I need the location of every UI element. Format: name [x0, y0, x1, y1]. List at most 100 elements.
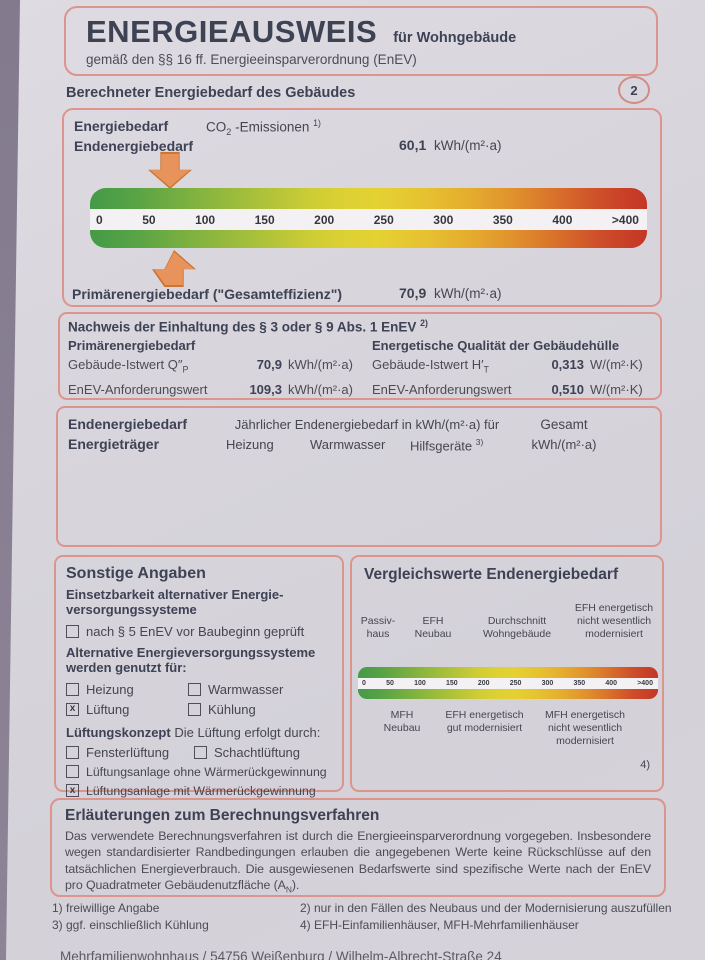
scale-tick: 250 — [509, 680, 522, 687]
section-heading: Berechneter Energiebedarf des Gebäudes — [66, 85, 356, 101]
document-subtitle: für Wohngebäude — [393, 30, 517, 46]
an-subscript: N — [285, 884, 292, 895]
compliance-box: Nachweis der Einhaltung des § 3 oder § 9… — [58, 312, 662, 400]
checkbox-label: nach § 5 EnEV vor Baubeginn geprüft — [86, 623, 305, 639]
table-row: EnEV-Anforderungswert 0,510 W/(m²·K) — [372, 382, 656, 397]
table-row: EnEV-Anforderungswert 109,3 kWh/(m²·a) — [68, 382, 362, 397]
checkbox-label: Warmwasser — [208, 681, 284, 697]
checkbox-fensterlueftung — [66, 745, 79, 759]
scale-tick: 200 — [477, 680, 490, 687]
alt-energy-systems-heading: Alternative Energieversorgungssysteme wer… — [66, 644, 316, 675]
table-row: Gebäude-Istwert Q″P 70,9 kWh/(m²·a) — [68, 357, 362, 375]
comparison-label-mfh-nicht-modernisiert: MFH energetisch nicht wesentlich moderni… — [545, 709, 625, 747]
demand-label-bottom: Endenergiebedarf — [74, 138, 194, 154]
ventilation-concept-line: Lüftungskonzept Die Lüftung erfolgt durc… — [66, 724, 321, 740]
envelope-quality-col-heading: Energetische Qualität der Gebäudehülle — [372, 338, 620, 353]
scale-tick: 100 — [195, 212, 216, 227]
checkbox-label: Heizung — [86, 681, 134, 697]
scale-tick: 50 — [386, 680, 394, 687]
demand-label-top: Energiebedarf — [74, 118, 169, 134]
co2-subscript: 2 — [226, 127, 232, 138]
footnote-2: 2) nur in den Fällen des Neubaus und der… — [300, 901, 672, 915]
footnote-ref-4: 4) — [640, 759, 650, 771]
scale-tick: 200 — [314, 212, 335, 227]
checkbox-label: Lüftungsanlage ohne Wärmerückgewinnung — [86, 764, 327, 779]
co2-emissions-label: CO2 -Emissionen 1) — [206, 118, 321, 138]
checkbox-row-warmwasser: Warmwasser — [188, 682, 332, 697]
energy-demand-box: Energiebedarf CO2 -Emissionen 1) Endener… — [62, 108, 662, 307]
comparison-values-box: Vergleichswerte Endenergiebedarf Passiv-… — [350, 555, 664, 792]
requirement-unit: W/(m²·K) — [590, 381, 643, 397]
comparison-label-durchschnitt: Durchschnitt Wohngebäude — [482, 615, 552, 640]
scale-tick: 350 — [492, 212, 513, 227]
building-address-footer: Mehrfamilienwohnhaus / 54756 Weißenburg … — [60, 949, 502, 960]
checkbox-row-anlage-mit: x Lüftungsanlage mit Wärmerückgewinnung — [66, 784, 332, 798]
scale-tick: 300 — [433, 212, 454, 227]
actual-value: 0,313 — [551, 357, 584, 372]
footnote-3: 3) ggf. einschließlich Kühlung — [52, 918, 209, 932]
checkbox-baubeginn — [66, 624, 79, 638]
checkbox-label: Lüftungsanlage mit Wärmerückgewinnung — [86, 783, 316, 798]
document-title: ENERGIEAUSWEIS — [86, 14, 378, 49]
checkbox-row-baubeginn: nach § 5 EnEV vor Baubeginn geprüft — [66, 624, 332, 639]
checkbox-label: Kühlung — [208, 701, 256, 717]
checkbox-label: Fensterlüftung — [86, 744, 170, 760]
primary-energy-marker-arrow-icon — [152, 250, 196, 287]
law-reference-line: gemäß den §§ 16 ff. Energieeinsparverord… — [86, 52, 417, 67]
checkbox-lueftung: x — [66, 702, 79, 716]
energy-carrier-heading: Energieträger — [68, 436, 160, 452]
alt-energy-usability-heading: Einsetzbarkeit alternativer Energie-vers… — [66, 587, 284, 617]
requirement-label: EnEV-Anforderungswert — [68, 381, 208, 397]
energy-scale-ticks: 0 50 100 150 200 250 300 350 400 >400 — [90, 209, 647, 230]
checkbox-anlage-ohne — [66, 765, 79, 779]
other-info-heading: Sonstige Angaben — [66, 565, 206, 582]
comparison-label-efh-neubau: EFH Neubau — [414, 615, 452, 640]
scale-tick: 50 — [142, 212, 156, 227]
explanations-box: Erläuterungen zum Berechnungsverfahren D… — [50, 798, 666, 897]
col-header-total: Gesamt — [540, 417, 588, 432]
scale-tick: 300 — [541, 680, 554, 687]
comparison-scale-ticks: 0 50 100 150 200 250 300 350 400 >400 — [358, 678, 658, 689]
checkbox-warmwasser — [188, 682, 201, 696]
scale-tick: 150 — [445, 680, 458, 687]
end-energy-marker-arrow-icon — [148, 152, 192, 189]
scale-tick: >400 — [611, 212, 639, 227]
requirement-label: EnEV-Anforderungswert — [372, 381, 512, 397]
final-energy-heading: Endenergiebedarf — [68, 416, 188, 432]
primary-energy-label: Primärenergiebedarf ("Gesamteffizienz") — [72, 286, 343, 302]
footnote-ref-2: 2) — [420, 318, 428, 328]
actual-value-label: Gebäude-Istwert H′T — [372, 357, 489, 375]
checkbox-kuehlung — [188, 702, 201, 716]
scale-tick: 350 — [573, 680, 586, 687]
header-box: ENERGIEAUSWEIS für Wohngebäude gemäß den… — [64, 6, 658, 76]
comparison-label-mfh-neubau: MFH Neubau — [383, 709, 421, 734]
col-header-hot-water: Warmwasser — [310, 437, 386, 452]
scale-tick: 0 — [96, 212, 103, 227]
page-number: 2 — [630, 82, 638, 98]
checkbox-label: Schachtlüftung — [214, 744, 301, 760]
checkbox-row-anlage-ohne: Lüftungsanlage ohne Wärmerückgewinnung — [66, 765, 332, 779]
comparison-label-passivhaus: Passiv- haus — [360, 615, 396, 640]
page-number-badge: 2 — [618, 76, 650, 104]
explanations-text: Das verwendete Berechnungsverfahren ist … — [65, 829, 651, 895]
checkbox-row-lueftung: x Lüftung — [66, 702, 188, 717]
annual-demand-header: Jährlicher Endenergiebedarf in kWh/(m²·a… — [234, 417, 500, 432]
scale-tick: 250 — [373, 212, 394, 227]
checkbox-heizung — [66, 682, 79, 696]
scale-tick: 0 — [362, 680, 366, 687]
checkbox-row-fensterlueftung: Fensterlüftung — [66, 745, 194, 760]
requirement-value: 109,3 — [249, 381, 282, 397]
other-information-box: Sonstige Angaben Einsetzbarkeit alternat… — [54, 555, 344, 798]
checkbox-row-kuehlung: Kühlung — [188, 702, 332, 717]
paper-edge-shadow — [0, 0, 20, 960]
comparison-label-efh-gut-modernisiert: EFH energetisch gut modernisiert — [445, 709, 524, 734]
comparison-scale-bar: 0 50 100 150 200 250 300 350 400 >400 — [358, 667, 658, 699]
end-energy-value: 60,1 kWh/(m²·a) — [399, 137, 502, 153]
actual-value-unit: kWh/(m²·a) — [288, 357, 353, 372]
scale-tick: 150 — [254, 212, 275, 227]
compliance-heading: Nachweis der Einhaltung des § 3 oder § 9… — [68, 318, 428, 335]
actual-value: 70,9 — [256, 357, 282, 372]
checkbox-row-heizung: Heizung — [66, 682, 188, 697]
footnote-ref-3: 3) — [475, 437, 484, 447]
scale-tick: 100 — [414, 680, 426, 687]
